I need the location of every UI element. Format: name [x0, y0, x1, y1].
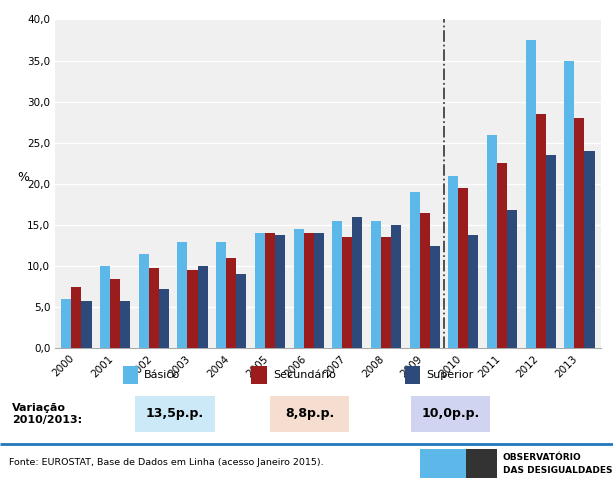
- Bar: [381, 237, 391, 348]
- FancyBboxPatch shape: [123, 366, 138, 384]
- Bar: [188, 270, 197, 348]
- Y-axis label: %: %: [17, 171, 29, 184]
- Text: 10,0p.p.: 10,0p.p.: [421, 408, 480, 420]
- Bar: [536, 114, 546, 348]
- Bar: [430, 245, 440, 348]
- Bar: [110, 278, 120, 348]
- FancyBboxPatch shape: [135, 396, 215, 432]
- Bar: [72, 287, 82, 348]
- Text: 8,8p.p.: 8,8p.p.: [285, 408, 334, 420]
- Bar: [159, 289, 169, 348]
- FancyBboxPatch shape: [251, 366, 267, 384]
- Bar: [61, 299, 72, 348]
- Bar: [100, 266, 110, 348]
- Bar: [497, 164, 507, 348]
- Bar: [459, 188, 468, 348]
- FancyBboxPatch shape: [405, 366, 420, 384]
- Bar: [265, 233, 275, 348]
- Bar: [468, 235, 479, 348]
- Bar: [139, 254, 149, 348]
- Bar: [507, 210, 517, 348]
- Bar: [420, 212, 430, 348]
- FancyBboxPatch shape: [420, 449, 466, 478]
- Bar: [314, 233, 324, 348]
- Text: Fonte: EUROSTAT, Base de Dados em Linha (acesso Janeiro 2015).: Fonte: EUROSTAT, Base de Dados em Linha …: [9, 458, 324, 467]
- Bar: [526, 40, 536, 348]
- Bar: [294, 229, 303, 348]
- Bar: [236, 274, 246, 348]
- Bar: [82, 301, 91, 348]
- Text: 13,5p.p.: 13,5p.p.: [146, 408, 204, 420]
- Bar: [352, 217, 362, 348]
- FancyBboxPatch shape: [270, 396, 349, 432]
- Bar: [332, 221, 342, 348]
- Bar: [391, 225, 401, 348]
- Text: Básico: Básico: [144, 370, 180, 380]
- Bar: [487, 135, 497, 348]
- Bar: [371, 221, 381, 348]
- Bar: [255, 233, 265, 348]
- Text: Superior: Superior: [426, 370, 473, 380]
- Bar: [448, 176, 459, 348]
- Bar: [275, 235, 285, 348]
- FancyBboxPatch shape: [466, 449, 497, 478]
- Bar: [226, 258, 236, 348]
- Bar: [409, 192, 420, 348]
- Text: Variação
2010/2013:: Variação 2010/2013:: [12, 403, 82, 424]
- Bar: [584, 151, 595, 348]
- Bar: [216, 242, 226, 348]
- Bar: [546, 155, 556, 348]
- Bar: [574, 118, 584, 348]
- Bar: [149, 268, 159, 348]
- Text: DAS DESIGUALDADES: DAS DESIGUALDADES: [503, 466, 612, 474]
- Bar: [303, 233, 314, 348]
- Bar: [342, 237, 352, 348]
- Bar: [177, 242, 188, 348]
- Text: Secundário: Secundário: [273, 370, 336, 380]
- Bar: [565, 60, 574, 348]
- Bar: [120, 301, 130, 348]
- FancyBboxPatch shape: [411, 396, 490, 432]
- Bar: [197, 266, 208, 348]
- Text: OBSERVATÓRIO: OBSERVATÓRIO: [503, 453, 581, 462]
